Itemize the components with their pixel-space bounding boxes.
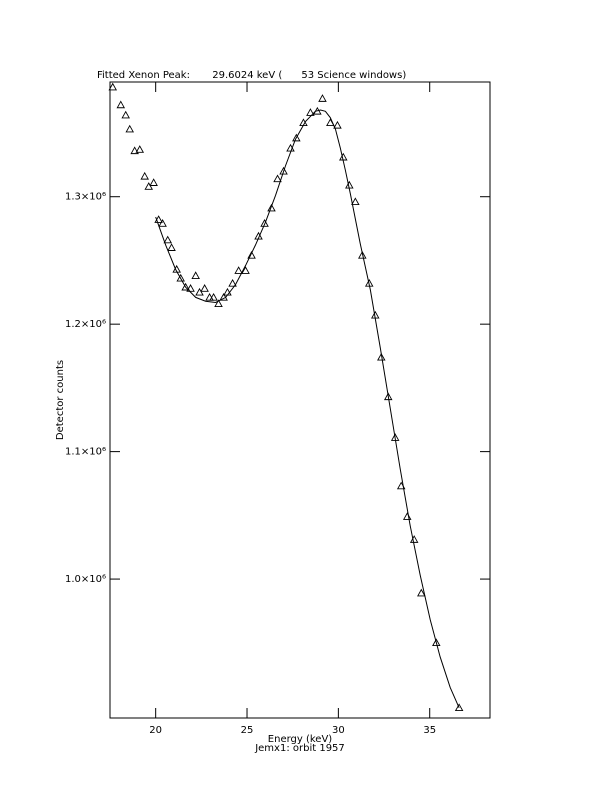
data-point [306,108,315,116]
data-point [333,120,342,129]
x-tick-label: 35 [423,725,436,736]
data-point [241,266,250,274]
data-point [149,178,158,186]
data-point [358,250,367,259]
data-point [140,171,149,180]
plot-frame [109,81,491,719]
x-tick-label: 25 [241,725,254,736]
data-point [121,110,130,119]
data-point [167,243,176,251]
data-point [163,235,172,244]
data-point [186,284,195,292]
x-axis-label: Energy (keV) [268,734,333,745]
data-point [125,124,134,133]
data-point [181,282,190,291]
data-point [191,271,200,279]
data-point [260,219,269,227]
data-point [205,292,214,301]
data-point [409,535,419,543]
subtitle: Jemx1: orbit 1957 [254,743,345,754]
data-point [267,203,276,212]
data-point [402,512,412,520]
data-point [234,266,243,274]
data-point [214,299,223,308]
y-tick-label: 1.2×10⁶ [65,319,106,330]
chart-title: Fitted Xenon Peak: 29.6024 keV ( 53 Scie… [97,70,406,81]
data-point [247,250,256,259]
data-point [135,145,145,153]
data-point [144,182,153,190]
data-point [158,219,167,227]
data-point [108,82,118,91]
data-point [195,287,204,296]
data-point [377,352,386,361]
data-point [228,278,237,287]
data-point [130,146,139,155]
data-point [417,588,426,597]
fit-line [155,109,460,709]
y-tick-label: 1.1×10⁶ [65,447,106,458]
x-tick-label: 20 [149,725,162,736]
data-point [383,392,393,401]
data-point [200,284,209,292]
data-point [209,292,218,301]
data-point [273,174,282,183]
data-point [279,166,288,175]
data-point [116,100,126,109]
data-point [176,273,185,282]
data-point [292,133,301,142]
y-tick-label: 1.3×10⁶ [65,192,106,203]
x-tick-label: 30 [332,725,345,736]
data-point [318,94,327,102]
y-axis-label: Detector counts [55,360,66,440]
data-point [432,638,441,647]
y-tick-label: 1.0×10⁶ [65,574,106,585]
data-point [351,197,360,206]
data-point [454,703,464,712]
